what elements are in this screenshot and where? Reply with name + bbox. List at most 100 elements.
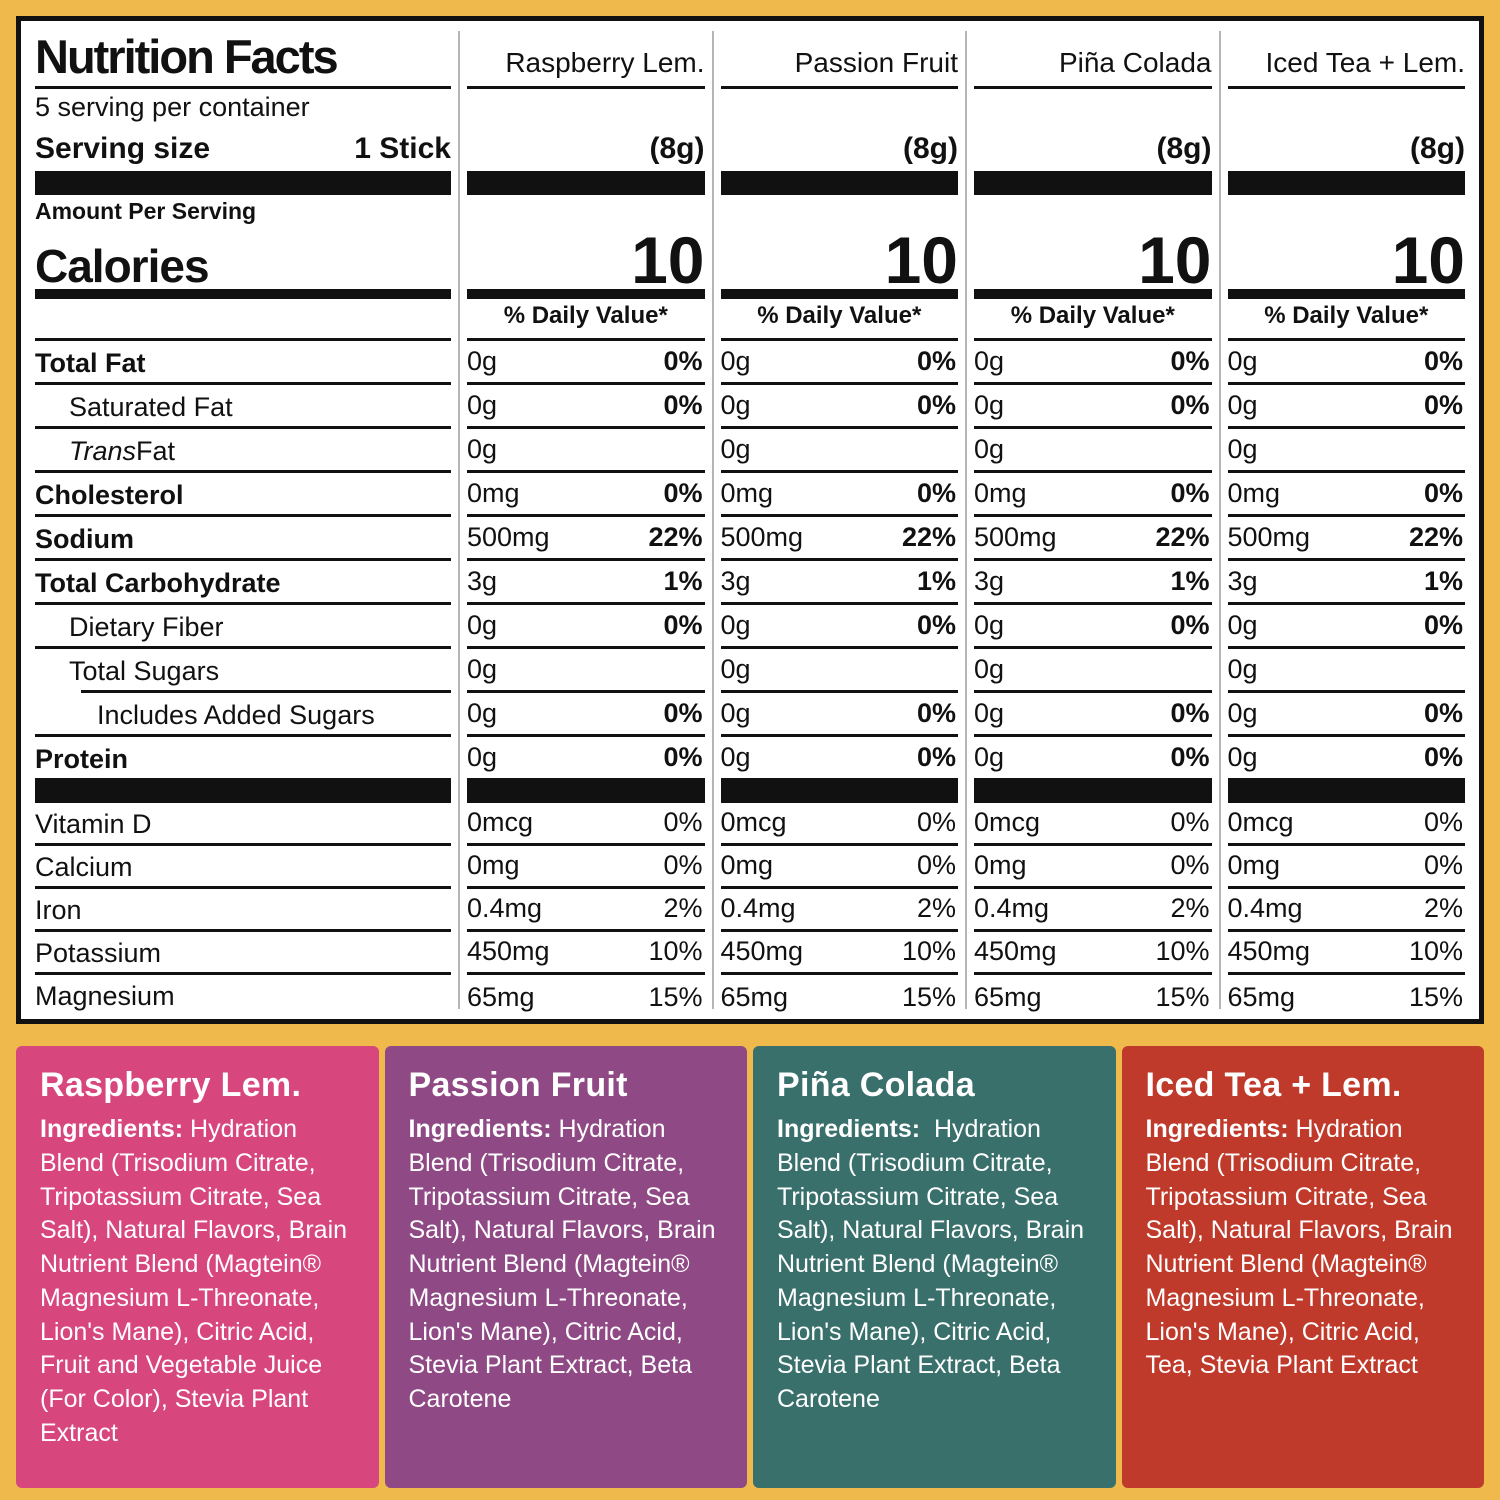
nutrient-label: Potassium (35, 938, 162, 968)
nutrient-value-cell: 0mg 0% (1227, 473, 1465, 517)
daily-value: 0% (916, 698, 956, 728)
nutrient-value-cell: 0g (974, 649, 1212, 693)
amount: 0g (467, 434, 498, 464)
nutrient-label: Includes Added Sugars (97, 700, 375, 730)
daily-value: 0% (916, 346, 956, 376)
daily-value: 1% (916, 566, 956, 596)
amount: 0g (974, 698, 1005, 728)
nutrient-value-cell: 0g 0% (467, 341, 705, 385)
daily-value: 0% (663, 807, 703, 837)
micronutrient-value-cell: 65mg 15% (467, 975, 705, 1018)
daily-value: 0% (663, 346, 703, 376)
nutrient-value-cell: 0g 0% (974, 737, 1212, 781)
nutrient-label: Protein (35, 744, 129, 774)
ingredient-panel: Iced Tea + Lem. Ingredients: Hydration B… (1121, 1046, 1484, 1488)
nutrient-label: Magnesium (35, 981, 175, 1011)
daily-value: 0% (1170, 610, 1210, 640)
nutrient-label: Vitamin D (35, 809, 152, 839)
amount: 0.4mg (1227, 893, 1303, 923)
separator-bar (720, 171, 958, 195)
micronutrient-value-cell: 0mg 0% (974, 846, 1212, 889)
micronutrient-value-cell: 450mg 10% (467, 932, 705, 975)
daily-value: 1% (1423, 566, 1463, 596)
ingredient-panel: Passion Fruit Ingredients: Hydration Ble… (384, 1046, 747, 1488)
amount: 500mg (974, 522, 1057, 552)
nutrient-row-label: Protein (35, 737, 451, 781)
nutrient-value-cell: 3g 1% (467, 561, 705, 605)
micronutrient-value-cell: 0mcg 0% (720, 803, 958, 846)
amount: 0g (974, 434, 1005, 464)
amount-per-serving-label: Amount Per Serving (35, 198, 257, 224)
nutrient-value-cell: 0mg 0% (720, 473, 958, 517)
calories-value: 10 (884, 222, 958, 297)
amount: 450mg (467, 936, 550, 966)
micronutrient-row-label: Potassium (35, 932, 451, 975)
serving-weight: (8g) (649, 132, 705, 165)
nutrient-value-cell: 500mg 22% (467, 517, 705, 561)
nutrient-value-cell: 0g 0% (1227, 693, 1465, 737)
micronutrient-value-cell: 0.4mg 2% (1227, 889, 1465, 932)
amount: 0mcg (1227, 807, 1294, 837)
daily-value: 0% (1170, 478, 1210, 508)
separator-bar (35, 171, 451, 195)
nutrient-value-cell: 0g (974, 429, 1212, 473)
flavor-column-header: Passion Fruit (720, 27, 958, 89)
daily-value-header: % Daily Value* (1227, 299, 1465, 341)
ingredients-text: Ingredients: Hydration Blend (Trisodium … (409, 1113, 724, 1417)
amount: 450mg (974, 936, 1057, 966)
amount: 0g (1227, 610, 1258, 640)
amount: 0g (720, 654, 751, 684)
daily-value: 0% (1170, 346, 1210, 376)
ingredients-label: Ingredients: (40, 1115, 184, 1143)
amount: 65mg (467, 982, 535, 1012)
nutrient-row-label: Total Sugars (35, 649, 451, 693)
serving-weight: (8g) (1156, 132, 1212, 165)
column-divider (712, 31, 714, 1009)
micronutrient-value-cell: 0mcg 0% (467, 803, 705, 846)
daily-value: 0% (1170, 698, 1210, 728)
nutrient-value-cell: 0g 0% (467, 385, 705, 429)
amount: 0mcg (720, 807, 787, 837)
amount: 450mg (720, 936, 804, 966)
daily-value: 0% (1423, 478, 1463, 508)
amount: 0g (720, 346, 751, 376)
amount: 0g (974, 610, 1005, 640)
ingredient-panel: Raspberry Lem. Ingredients: Hydration Bl… (16, 1046, 379, 1488)
nutrient-value-cell: 0mg 0% (467, 473, 705, 517)
nutrient-row-label: Dietary Fiber (35, 605, 451, 649)
nutrient-value-cell: 0g (467, 429, 705, 473)
separator-bar (1227, 171, 1465, 195)
amount: 3g (467, 566, 498, 596)
amount: 0g (1227, 742, 1258, 772)
separator-bar (974, 171, 1212, 195)
amount: 3g (974, 566, 1005, 596)
daily-value: 1% (663, 566, 703, 596)
flavor-column-header: Piña Colada (974, 27, 1212, 89)
calories-label: Calories (35, 239, 210, 292)
daily-value: 0% (1423, 742, 1463, 772)
micronutrient-value-cell: 65mg 15% (974, 975, 1212, 1018)
nutrient-label: Calcium (35, 852, 133, 882)
daily-value: 0% (1423, 850, 1463, 880)
ingredients-text: Ingredients: Hydration Blend (Trisodium … (1146, 1113, 1461, 1383)
nutrient-value-cell: 0g (1227, 429, 1465, 473)
nutrient-label: Cholesterol (35, 480, 184, 510)
amount: 0g (720, 434, 751, 464)
micronutrient-value-cell: 0.4mg 2% (467, 889, 705, 932)
flavor-title: Raspberry Lem. (40, 1066, 302, 1104)
daily-value: 0% (1170, 742, 1210, 772)
daily-value: 0% (916, 742, 956, 772)
amount: 0mcg (974, 807, 1041, 837)
spacer (35, 299, 451, 341)
amount: 3g (720, 566, 751, 596)
nutrition-grid: Nutrition Facts Raspberry Lem. Passion F… (21, 21, 1479, 1018)
micronutrient-value-cell: 450mg 10% (974, 932, 1212, 975)
ingredients-label: Ingredients: (1145, 1115, 1289, 1143)
amount: 0g (720, 742, 751, 772)
ingredients-label: Ingredients: (408, 1115, 552, 1143)
daily-value: 0% (916, 478, 956, 508)
micronutrient-value-cell: 65mg 15% (1228, 975, 1466, 1018)
nutrient-value-cell: 0g 0% (974, 605, 1212, 649)
nutrient-value-cell: 3g 1% (974, 561, 1212, 605)
